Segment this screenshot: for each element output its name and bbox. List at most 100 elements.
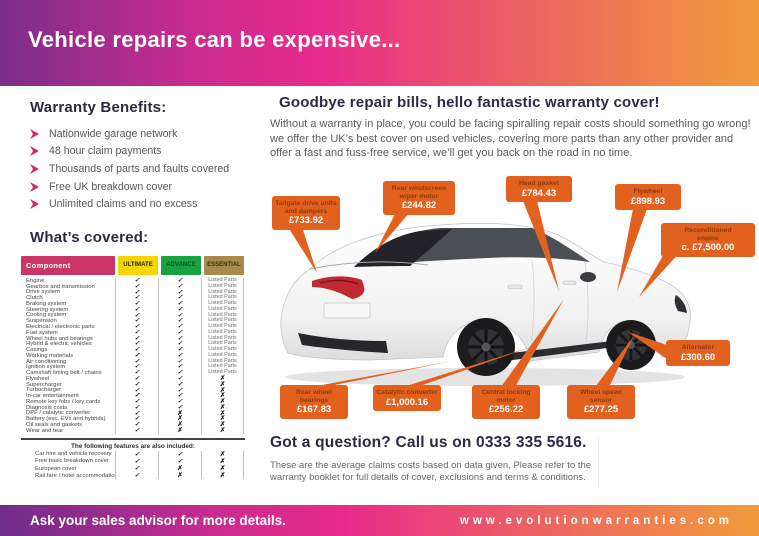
callout-reconditioned-engine: Reconditioned engine c. £7,500.00 xyxy=(661,223,755,257)
callout-price: £256.22 xyxy=(488,404,524,416)
table-row: Electrical / electronic parts ✓ ✓ Listed Pa… xyxy=(21,323,245,330)
coverage-value: ✓ xyxy=(158,450,201,458)
table-row: Oil seals and gaskets ✓ ✗ ✗ xyxy=(21,422,245,428)
component-label: Oil seals and gaskets xyxy=(26,422,82,428)
coverage-value: ✓ xyxy=(158,393,201,400)
table-row: Rail fare / hotel accommodation ✓ ✗ ✗ xyxy=(21,472,245,480)
coverage-value: ✗ xyxy=(201,410,244,417)
callout-price: £733.92 xyxy=(288,215,324,227)
coverage-value: ✓ xyxy=(158,312,201,319)
coverage-value: ✗ xyxy=(158,422,201,428)
coverage-value: ✓ xyxy=(115,289,158,296)
table-row: Remote key fobs / key cards ✓ ✓ ✗ xyxy=(21,398,245,405)
callout-label: Rear windscreen wiper motor xyxy=(391,185,447,200)
coverage-value: ✓ xyxy=(115,398,158,405)
component-label: Wheel hubs and bearings xyxy=(26,335,93,342)
benefit-label: Free UK breakdown cover xyxy=(49,180,173,193)
table-row: Camshaft timing belt / chains ✓ ✓ Listed Pa… xyxy=(21,369,245,376)
callout-head-gasket: Head gasket £784.43 xyxy=(506,176,572,203)
coverage-value: ✓ xyxy=(115,283,158,290)
included-features-heading: The following features are also included… xyxy=(71,442,195,450)
component-label: Ignition system xyxy=(26,364,66,371)
component-label: Suspension xyxy=(26,318,57,325)
table-row: Diagnosis costs ✓ ✓ ✗ xyxy=(21,404,245,411)
benefits-list: Nationwide garage network 48 hour claim … xyxy=(30,125,247,213)
component-label: Free basic breakdown cover xyxy=(35,458,109,465)
table-row: Wheel hubs and bearings ✓ ✓ Listed Parts xyxy=(21,335,245,342)
callout-price: c. £7,500.00 xyxy=(681,242,735,254)
coverage-value: ✗ xyxy=(158,427,201,434)
coverage-value: ✗ xyxy=(201,375,244,382)
callout-price: £167.83 xyxy=(296,404,332,416)
coverage-value: ✓ xyxy=(115,387,158,394)
coverage-value: Listed Parts xyxy=(201,323,244,330)
table-row: Gearbox and transmission ✓ ✓ Listed Parts xyxy=(21,283,245,290)
car-rear-diffuser xyxy=(298,333,388,353)
table-row: In-car entertainment ✓ ✓ ✗ xyxy=(21,393,245,399)
coverage-value: ✓ xyxy=(115,306,158,313)
coverage-value: Listed Parts xyxy=(201,295,244,302)
benefit-item: Thousands of parts and faults covered xyxy=(30,160,247,178)
coverage-value: ✓ xyxy=(115,324,158,330)
callout-label: Flywheel xyxy=(633,188,663,195)
coverage-value: ✗ xyxy=(201,416,244,423)
table-row: Flywheel ✓ ✓ ✗ xyxy=(21,375,245,382)
table-row: Steering system ✓ ✓ Listed Parts xyxy=(21,306,245,313)
coverage-value: ✗ xyxy=(158,410,201,417)
coverage-value: Listed Parts xyxy=(201,277,244,284)
coverage-value: ✓ xyxy=(115,329,158,336)
component-label: Gearbox and transmission xyxy=(26,283,95,290)
component-label: Rail fare / hotel accommodation xyxy=(35,472,115,479)
coverage-value: ✗ xyxy=(201,387,244,394)
coverage-value: Listed Parts xyxy=(201,358,244,365)
coverage-value: Listed Parts xyxy=(201,335,244,342)
vertical-divider xyxy=(598,437,599,487)
table-row: Hybrid & electric vehicles ✓ ✓ Listed Parts xyxy=(21,341,245,347)
component-label: Wear and tear xyxy=(26,427,64,434)
component-label: Hybrid & electric vehicles xyxy=(26,341,92,348)
chevron-right-icon xyxy=(30,199,39,210)
coverage-value: ✓ xyxy=(158,335,201,342)
benefit-item: 48 hour claim payments xyxy=(30,143,247,161)
coverage-value: ✓ xyxy=(115,352,158,359)
coverage-value: ✓ xyxy=(115,410,158,417)
header-banner: Vehicle repairs can be expensive... xyxy=(0,0,759,86)
car-door-seam xyxy=(584,261,589,344)
table-row: Ignition system ✓ ✓ Listed Parts xyxy=(21,364,245,370)
table-row: Supercharger ✓ ✓ ✗ xyxy=(21,381,245,388)
coverage-value: ✓ xyxy=(158,457,201,466)
callout-price: £300.60 xyxy=(680,351,716,363)
contact-section: Got a question? Call us on 0333 335 5616… xyxy=(270,434,595,484)
footer-advisor-text: Ask your sales advisor for more details. xyxy=(30,513,286,528)
callout-label: Head gasket xyxy=(518,180,560,187)
coverage-value: Listed Parts xyxy=(201,312,244,319)
coverage-value: ✓ xyxy=(158,295,201,302)
car-front-wheel xyxy=(606,320,656,370)
coverage-value: ✓ xyxy=(115,427,158,434)
callout-flywheel: Flywheel £898.93 xyxy=(615,184,681,211)
callout-rear-wiper-motor: Rear windscreen wiper motor £244.82 xyxy=(383,181,455,215)
callout-label: Rear wheel bearings xyxy=(296,389,332,404)
coverage-value: ✗ xyxy=(201,393,244,400)
component-label: Car hire and vehicle recovery xyxy=(35,451,112,458)
component-label: Remote key fobs / key cards xyxy=(26,398,101,405)
component-label: Cooling system xyxy=(26,312,67,319)
table-row: Free basic breakdown cover ✓ ✓ ✗ xyxy=(21,457,245,466)
callout-price: £244.82 xyxy=(401,200,437,212)
coverage-value: ✓ xyxy=(115,347,158,353)
component-label: DPF / catalytic converter xyxy=(26,410,91,417)
component-label: Clutch xyxy=(26,295,43,302)
coverage-value: ✗ xyxy=(158,416,201,423)
component-label: Drive system xyxy=(26,289,61,296)
coverage-value: ✓ xyxy=(115,422,158,428)
benefit-label: Thousands of parts and faults covered xyxy=(49,162,230,175)
coverage-value: ✓ xyxy=(158,300,201,307)
banner-title: Vehicle repairs can be expensive... xyxy=(28,27,401,52)
chevron-right-icon xyxy=(30,128,39,139)
callout-label: Alternator xyxy=(681,344,715,351)
coverage-value: ✓ xyxy=(158,306,201,313)
coverage-value: ✓ xyxy=(115,312,158,319)
callout-label: Wheel speed sensor xyxy=(580,389,622,404)
coverage-value: ✓ xyxy=(115,381,158,388)
component-label: Engine xyxy=(26,277,45,284)
